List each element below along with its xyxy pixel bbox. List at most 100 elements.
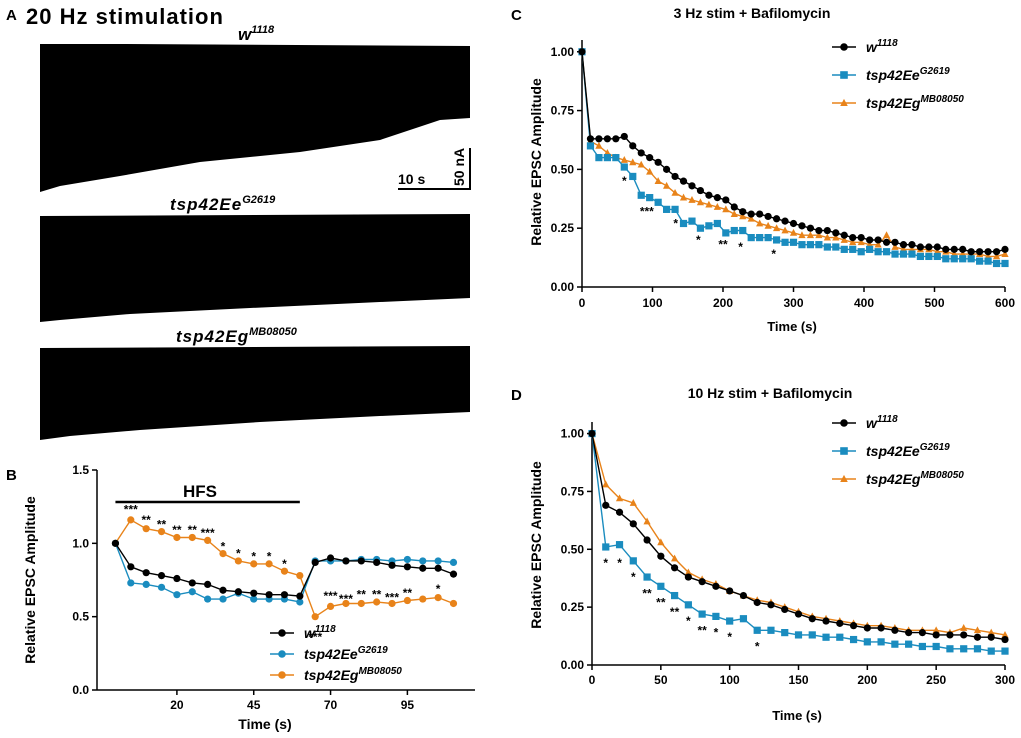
chart-c-series-tsp42ee-point bbox=[874, 248, 882, 256]
chart-c-series-tsp42ee-point bbox=[663, 205, 671, 213]
chart-c-significance-mark: * bbox=[673, 216, 678, 230]
chart-b-xlabel: Time (s) bbox=[238, 716, 291, 732]
chart-d-plot: 0.000.250.500.751.000 50 100 150 200 250 300* *… bbox=[561, 422, 1015, 687]
chart-c-series-tsp42ee-point bbox=[806, 241, 815, 249]
chart-c-series-tsp42eg-point bbox=[654, 177, 662, 185]
chart-d-significance-mark: * bbox=[714, 626, 719, 640]
chart-c-series-tsp42eg-point bbox=[1001, 250, 1009, 257]
panel-a: A 20 Hz stimulation w1118 tsp42EeG2619 t… bbox=[6, 4, 471, 440]
chart-c-series-tsp42eg-point bbox=[764, 221, 772, 229]
chart-b-significance-mark: *** bbox=[124, 503, 138, 517]
chart-b-series-w-point bbox=[250, 589, 258, 597]
chart-c-series-tsp42ee-point bbox=[764, 234, 772, 242]
chart-c-significance-mark: * bbox=[738, 240, 743, 254]
legend-d-tsp42ee-sup: G2619 bbox=[920, 442, 950, 453]
chart-b-series-tsp42eg-point bbox=[142, 525, 150, 533]
chart-c-series-tsp42ee-point bbox=[857, 248, 865, 256]
panel-b: B 0.00.51.01.520 45 70 95***** ** ** ** ***** * *… bbox=[6, 463, 475, 732]
chart-d-series-tsp42ee-point bbox=[684, 601, 692, 609]
chart-b-series-tsp42eg-point bbox=[388, 599, 396, 608]
chart-b-series-tsp42ee-point bbox=[219, 595, 227, 603]
chart-d-xtick-label: 200 bbox=[857, 673, 877, 687]
chart-d-series-tsp42ee-point bbox=[615, 541, 624, 549]
chart-d-series-tsp42ee-point bbox=[849, 635, 858, 644]
legend-d-tsp42ee-label: tsp42EeG2619 bbox=[866, 442, 950, 459]
legend-d-w-marker bbox=[840, 419, 848, 427]
legend-c-tsp42eg-label: tsp42EgMB08050 bbox=[866, 94, 964, 111]
chart-c-series-tsp42ee-point bbox=[705, 222, 713, 230]
chart-d-series-tsp42eg-point bbox=[671, 554, 679, 562]
chart-b-xtick-label: 70 bbox=[324, 698, 338, 712]
chart-c-series-w-point bbox=[730, 203, 738, 211]
chart-c-series-tsp42ee-point bbox=[992, 259, 1001, 268]
chart-b-plot: 0.00.51.01.520 45 70 95***** ** ** ** ***** * ***… bbox=[72, 463, 475, 712]
chart-d-series-tsp42eg-point bbox=[684, 568, 692, 576]
chart-d-xtick-label: 0 bbox=[589, 673, 596, 687]
chart-b-series-w-point bbox=[265, 591, 273, 599]
chart-c-series-tsp42ee-point bbox=[696, 224, 705, 232]
chart-c-series-tsp42ee-point bbox=[815, 241, 823, 249]
chart-b-series-tsp42eg-point bbox=[419, 595, 427, 603]
chart-d-significance-mark: * bbox=[631, 570, 636, 584]
chart-d-series-tsp42ee-point bbox=[767, 626, 775, 634]
chart-c-series-tsp42ee-point bbox=[772, 236, 781, 244]
chart-d-series-w-point bbox=[671, 564, 679, 572]
chart-d-series-tsp42ee-point bbox=[739, 615, 748, 623]
trace-label-tsp42eg: tsp42EgMB08050 bbox=[176, 326, 298, 346]
chart-c-series-tsp42eg-point bbox=[781, 226, 789, 234]
chart-c-ylabel: Relative EPSC Amplitude bbox=[528, 78, 544, 246]
chart-d-series-tsp42ee-point bbox=[671, 591, 679, 600]
epsc-trace-tsp42eg bbox=[40, 346, 470, 440]
chart-b-xtick-label: 20 bbox=[170, 698, 184, 712]
chart-b-series-tsp42ee-point bbox=[434, 557, 442, 565]
chart-d-series-tsp42ee-point bbox=[726, 617, 734, 625]
chart-c-series-tsp42eg-point bbox=[595, 141, 603, 149]
chart-d-series-tsp42ee-point bbox=[863, 638, 871, 646]
panel-d-letter: D bbox=[511, 387, 522, 404]
legend-d-tsp42eg-name: tsp42Eg bbox=[866, 471, 921, 487]
chart-b-series-w-point bbox=[296, 592, 304, 600]
chart-d-series-tsp42eg-point bbox=[643, 517, 651, 525]
chart-d-series-tsp42ee-line bbox=[591, 433, 1005, 652]
chart-b-ytick-label: 0.0 bbox=[72, 683, 89, 697]
chart-c-xtick-label: 400 bbox=[854, 296, 874, 310]
chart-c-series-tsp42ee-point bbox=[612, 154, 620, 162]
chart-d-ytick-label: 0.25 bbox=[561, 600, 585, 614]
chart-b-series-tsp42ee-point bbox=[250, 595, 258, 603]
chart-c-series-tsp42eg-point bbox=[891, 243, 899, 250]
chart-c-series-w-point bbox=[603, 135, 611, 143]
chart-b-xtick-label: 45 bbox=[247, 698, 261, 712]
chart-c-series-w-point bbox=[984, 248, 992, 256]
chart-c-series-tsp42ee-point bbox=[654, 198, 662, 206]
chart-d-series-tsp42ee-point bbox=[822, 633, 830, 641]
chart-c-series-w-point bbox=[866, 236, 874, 244]
chart-c-series-tsp42ee-point bbox=[688, 217, 696, 225]
chart-b-series-tsp42ee-point bbox=[204, 595, 212, 603]
chart-d-series-tsp42eg-point bbox=[615, 494, 624, 502]
chart-c-series-tsp42ee-point bbox=[789, 238, 798, 246]
chart-c-series-tsp42eg-point bbox=[620, 156, 628, 163]
chart-c-series-w-point bbox=[798, 222, 806, 230]
chart-d-series-tsp42eg-point bbox=[973, 626, 982, 634]
trace-label-w1118-sup: 1118 bbox=[251, 24, 275, 36]
chart-d-series-tsp42eg-point bbox=[987, 628, 995, 636]
chart-c-series-w-point bbox=[967, 248, 975, 256]
chart-c-series-tsp42eg-point bbox=[832, 233, 840, 241]
chart-b-series-tsp42eg-point bbox=[342, 599, 350, 608]
chart-c-series-w-point bbox=[899, 241, 908, 249]
chart-c-series-tsp42ee-point bbox=[739, 226, 747, 235]
chart-c-series-tsp42ee-point bbox=[781, 238, 789, 246]
chart-d-series-w-point bbox=[739, 591, 748, 600]
chart-b-series-w-point bbox=[326, 554, 335, 562]
chart-c-series-w-point bbox=[679, 177, 688, 185]
chart-d-series-w-point bbox=[973, 633, 982, 641]
chart-d-ytick-label: 1.00 bbox=[561, 427, 585, 441]
chart-d-series-w-point bbox=[1001, 635, 1009, 644]
chart-d-series-w-point bbox=[822, 617, 830, 625]
chart-c-series-w-point bbox=[857, 234, 865, 242]
chart-d-series-tsp42eg-line bbox=[591, 433, 1006, 636]
chart-b-series-tsp42eg-point bbox=[204, 536, 212, 545]
legend-c-tsp42ee-label: tsp42EeG2619 bbox=[866, 66, 950, 83]
legend-b-w-marker bbox=[278, 629, 286, 637]
scale-bar-amp: 50 nA bbox=[451, 148, 467, 186]
